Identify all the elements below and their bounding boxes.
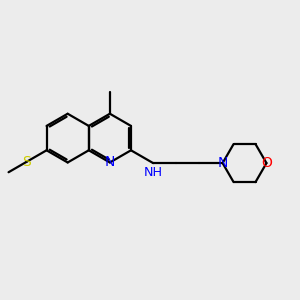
Text: N: N xyxy=(218,156,228,170)
Text: S: S xyxy=(22,155,31,169)
Text: N: N xyxy=(105,155,115,170)
Text: O: O xyxy=(261,156,272,170)
Text: NH: NH xyxy=(144,166,163,178)
